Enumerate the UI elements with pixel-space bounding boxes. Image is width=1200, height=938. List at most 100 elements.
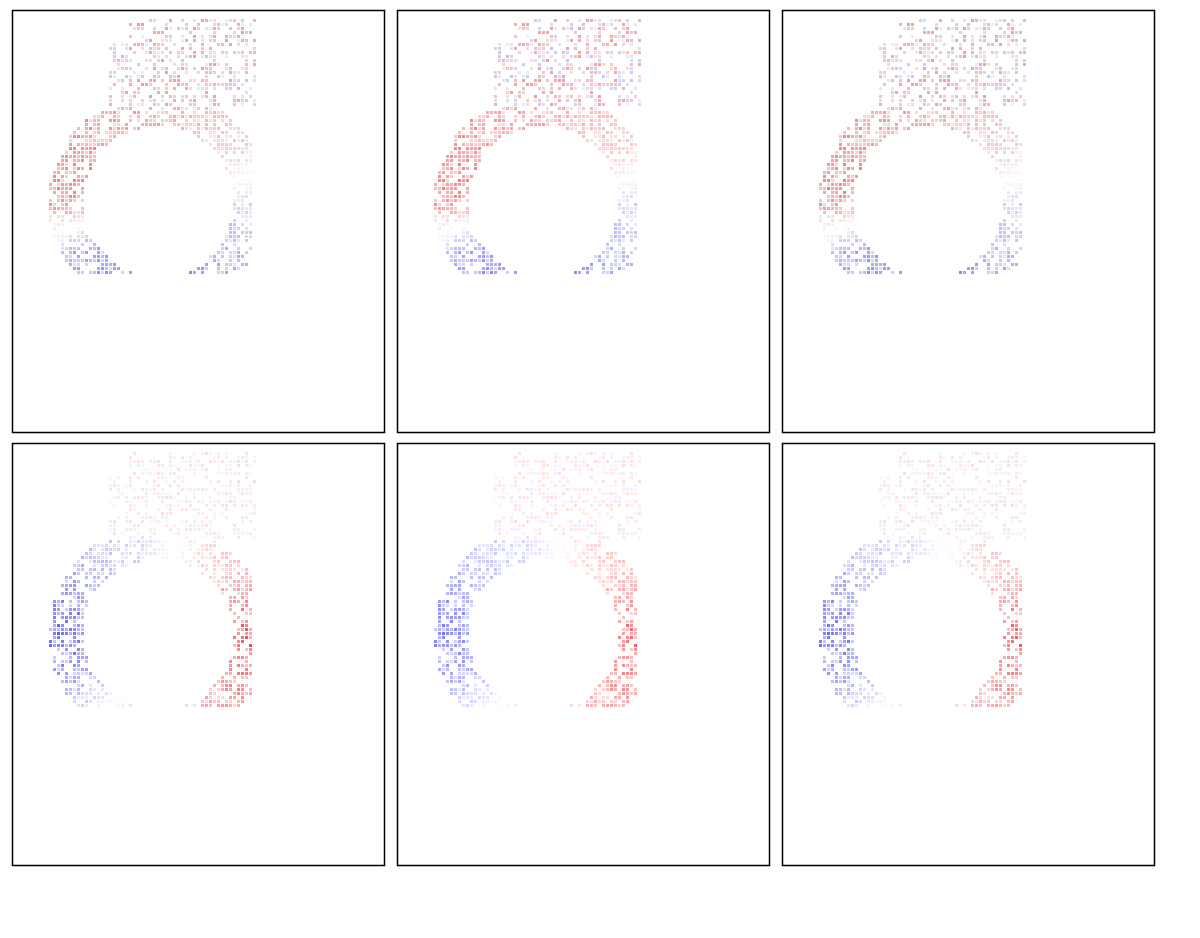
heatmap-cell (847, 175, 850, 178)
heatmap-cell (526, 556, 529, 559)
heatmap-cell (466, 556, 469, 559)
heatmap-cell (237, 191, 240, 194)
heatmap-cell (462, 255, 465, 258)
heatmap-cell (173, 464, 176, 467)
heatmap-cell (241, 568, 244, 571)
heatmap-cell (550, 512, 553, 515)
heatmap-cell (594, 508, 597, 511)
heatmap-cell (610, 135, 613, 138)
heatmap-cell (931, 516, 934, 519)
heatmap-cell (843, 199, 846, 202)
heatmap-cell (534, 540, 537, 543)
heatmap-cell (943, 472, 946, 475)
heatmap-cell (225, 556, 228, 559)
heatmap-cell (558, 532, 561, 535)
heatmap-cell (113, 480, 116, 483)
heatmap-cell (241, 163, 244, 166)
heatmap-cell (502, 67, 505, 70)
heatmap-cell (241, 608, 244, 611)
heatmap-cell (470, 660, 473, 663)
heatmap-cell (947, 83, 950, 86)
heatmap-cell (606, 255, 609, 258)
heatmap-cell (967, 267, 970, 270)
heatmap-cell (598, 139, 601, 142)
heatmap-cell (1015, 39, 1018, 42)
heatmap-cell (73, 247, 76, 250)
heatmap-cell (578, 556, 581, 559)
heatmap-cell (987, 468, 990, 471)
heatmap-cell (233, 51, 236, 54)
heatmap-cell (514, 67, 517, 70)
heatmap-cell (466, 596, 469, 599)
heatmap-cell (979, 127, 982, 130)
heatmap-cell (1015, 79, 1018, 82)
heatmap-cell (225, 700, 228, 703)
heatmap-cell (466, 199, 469, 202)
heatmap-cell (514, 95, 517, 98)
heatmap-cell (149, 123, 152, 126)
heatmap-cell (622, 640, 625, 643)
heatmap-cell (245, 620, 248, 623)
heatmap-cell (546, 59, 549, 62)
heatmap-cell (221, 83, 224, 86)
heatmap-cell (434, 203, 437, 206)
heatmap-cell (618, 620, 621, 623)
heatmap-cell (578, 99, 581, 102)
heatmap-cell (233, 139, 236, 142)
heatmap-cell (113, 484, 116, 487)
heatmap-cell (983, 63, 986, 66)
heatmap-cell (542, 31, 545, 34)
heatmap-cell (999, 472, 1002, 475)
heatmap-cell (213, 39, 216, 42)
heatmap-cell (462, 612, 465, 615)
heatmap-cell (546, 488, 549, 491)
heatmap-cell (205, 119, 208, 122)
heatmap-cell (113, 47, 116, 50)
heatmap-cell (458, 151, 461, 154)
heatmap-cell (245, 656, 248, 659)
heatmap-cell (1007, 247, 1010, 250)
heatmap-cell (498, 119, 501, 122)
heatmap-cell (458, 592, 461, 595)
heatmap-cell (490, 692, 493, 695)
heatmap-cell (57, 195, 60, 198)
heatmap-cell (61, 664, 64, 667)
heatmap-cell (514, 59, 517, 62)
heatmap-cell (77, 656, 80, 659)
heatmap-cell (201, 43, 204, 46)
heatmap-cell (578, 472, 581, 475)
heatmap-cell (562, 79, 565, 82)
heatmap-cell (831, 207, 834, 210)
heatmap-cell (225, 19, 228, 22)
heatmap-cell (530, 83, 533, 86)
heatmap-cell (498, 572, 501, 575)
heatmap-cell (1011, 103, 1014, 106)
heatmap-cell (582, 123, 585, 126)
heatmap-cell (77, 628, 80, 631)
heatmap-cell (121, 532, 124, 535)
heatmap-cell (446, 179, 449, 182)
heatmap-cell (626, 231, 629, 234)
heatmap-cell (855, 147, 858, 150)
heatmap-cell (442, 644, 445, 647)
heatmap-cell (1015, 71, 1018, 74)
heatmap-cell (1023, 536, 1026, 539)
heatmap-cell (157, 103, 160, 106)
heatmap-cell (590, 524, 593, 527)
heatmap-cell (149, 83, 152, 86)
heatmap-cell (963, 520, 966, 523)
heatmap-cell (502, 131, 505, 134)
heatmap-cell (61, 592, 64, 595)
heatmap-cell (538, 123, 541, 126)
heatmap-cell (81, 596, 84, 599)
heatmap-cell (189, 127, 192, 130)
heatmap-cell (634, 215, 637, 218)
heatmap-cell (919, 472, 922, 475)
heatmap-cell (217, 103, 220, 106)
heatmap-cell (197, 71, 200, 74)
heatmap-cell (630, 628, 633, 631)
heatmap-cell (534, 115, 537, 118)
heatmap-cell (213, 51, 216, 54)
heatmap-cell (951, 115, 954, 118)
heatmap-cell (113, 59, 116, 62)
